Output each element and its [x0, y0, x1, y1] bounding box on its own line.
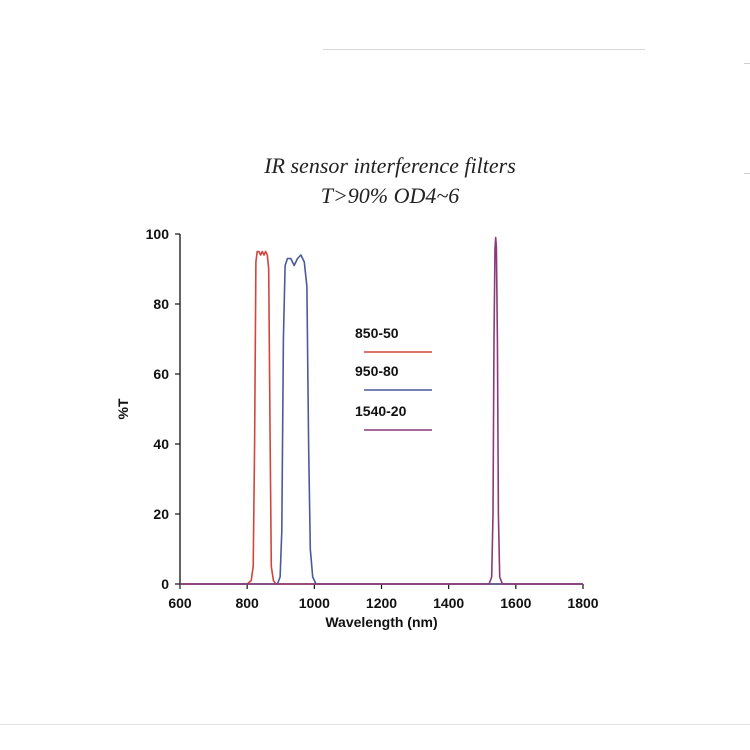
y-tick-label: 80	[153, 296, 169, 312]
y-axis-ticks: 0 20 40 60 80 100	[146, 226, 180, 592]
y-axis-label: %T	[115, 398, 131, 419]
chart-series	[180, 236, 583, 585]
y-tick-label: 40	[153, 436, 169, 452]
series-line-1540-20	[180, 236, 583, 585]
series-line-950-80	[180, 254, 583, 585]
top-divider	[323, 49, 645, 50]
y-tick-label: 20	[153, 506, 169, 522]
chart-subtitle: T>90% OD4~6	[320, 183, 460, 208]
x-tick-label: 600	[168, 595, 192, 611]
legend-label-1540-20: 1540-20	[355, 403, 407, 419]
x-tick-label: 1800	[567, 595, 598, 611]
legend-label-850-50: 850-50	[355, 325, 399, 341]
x-tick-label: 1000	[299, 595, 330, 611]
y-tick-label: 0	[161, 576, 169, 592]
series-line-850-50	[180, 250, 583, 585]
legend-label-950-80: 950-80	[355, 363, 399, 379]
x-tick-label: 800	[235, 595, 259, 611]
chart-title: IR sensor interference filters	[264, 153, 516, 178]
x-axis-label: Wavelength (nm)	[325, 614, 437, 630]
x-tick-label: 1200	[366, 595, 397, 611]
x-axis-ticks: 600 800 1000 1200 1400 1600 1800	[168, 584, 599, 611]
x-tick-label: 1400	[433, 595, 464, 611]
bottom-divider	[0, 724, 750, 725]
chart-legend: 850-50 950-80 1540-20	[355, 325, 432, 431]
x-tick-label: 1600	[500, 595, 531, 611]
edge-mark	[744, 173, 750, 174]
y-tick-label: 100	[146, 226, 170, 242]
edge-mark	[744, 63, 750, 64]
y-tick-label: 60	[153, 366, 169, 382]
